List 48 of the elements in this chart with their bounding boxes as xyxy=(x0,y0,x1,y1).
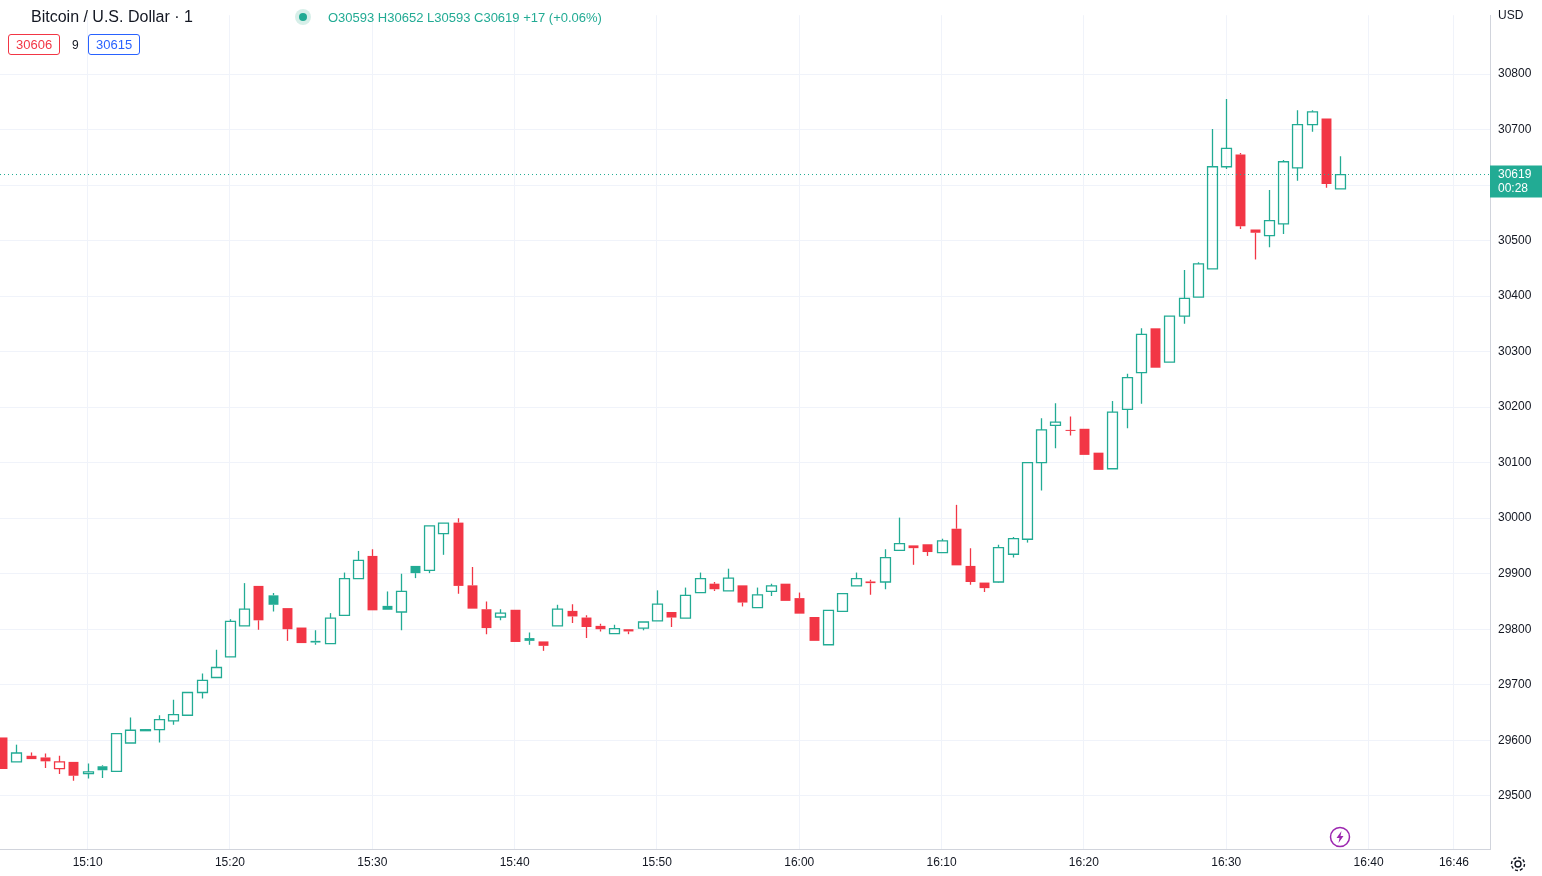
candlestick xyxy=(437,522,450,556)
y-tick-label: 30400 xyxy=(1498,288,1532,303)
candlestick xyxy=(238,582,251,627)
chart-subtitle: O30593 H30652 L30593 C30619 +17 (+0.06%) xyxy=(328,10,602,25)
annotation: 9 xyxy=(72,36,79,54)
x-tick-label: 16:20 xyxy=(1068,855,1100,870)
y-tick-label: 30200 xyxy=(1498,399,1532,414)
x-tick-label: 16:46 xyxy=(1438,855,1470,870)
annotation: 30606 xyxy=(8,34,61,55)
x-tick-label: 15:30 xyxy=(357,855,388,870)
annotation: 30615 xyxy=(88,34,141,55)
x-tick-label: 16:10 xyxy=(926,855,957,870)
text: 00:28 xyxy=(1498,180,1529,195)
text: USD xyxy=(1498,6,1524,24)
y-tick-label: 30800 xyxy=(1498,66,1532,81)
candlestick xyxy=(167,699,180,726)
x-tick-label: 15:20 xyxy=(214,855,246,870)
candlestick xyxy=(1263,189,1276,248)
x-tick-label: 16:30 xyxy=(1211,855,1242,870)
y-tick-label: 29600 xyxy=(1498,732,1532,747)
y-tick-label: 30500 xyxy=(1498,232,1532,247)
candlestick xyxy=(1250,229,1261,261)
x-tick-label: 15:50 xyxy=(641,855,673,870)
x-tick-label: 16:00 xyxy=(784,855,815,870)
x-tick-label: 15:40 xyxy=(499,855,530,870)
y-tick-label: 30300 xyxy=(1498,343,1532,358)
candlestick xyxy=(1178,269,1191,325)
candlestick xyxy=(395,573,408,631)
candlestick xyxy=(1135,327,1148,405)
candlestick xyxy=(1035,417,1048,492)
candlestick xyxy=(1049,402,1062,449)
y-tick-label: 30700 xyxy=(1498,121,1532,136)
candlestick xyxy=(1220,98,1233,170)
x-tick-label: 16:40 xyxy=(1353,855,1384,870)
candlestick xyxy=(965,547,976,586)
chart-title: Bitcoin / U.S. Dollar · 1 xyxy=(31,8,193,26)
candlestick xyxy=(893,516,906,552)
ref-line-label: 30619 xyxy=(1498,166,1532,181)
x-tick-label: 15:10 xyxy=(72,855,104,870)
y-tick-label: 30100 xyxy=(1498,454,1532,469)
candlestick xyxy=(1065,415,1076,437)
y-tick-label: 29500 xyxy=(1498,788,1532,803)
y-tick-label: 29700 xyxy=(1498,677,1532,692)
candlestick xyxy=(1121,373,1134,429)
y-tick-label: 29900 xyxy=(1498,566,1532,580)
y-tick-label: 29800 xyxy=(1498,621,1532,636)
y-tick-label: 30000 xyxy=(1498,510,1532,525)
candlestick xyxy=(467,566,478,609)
